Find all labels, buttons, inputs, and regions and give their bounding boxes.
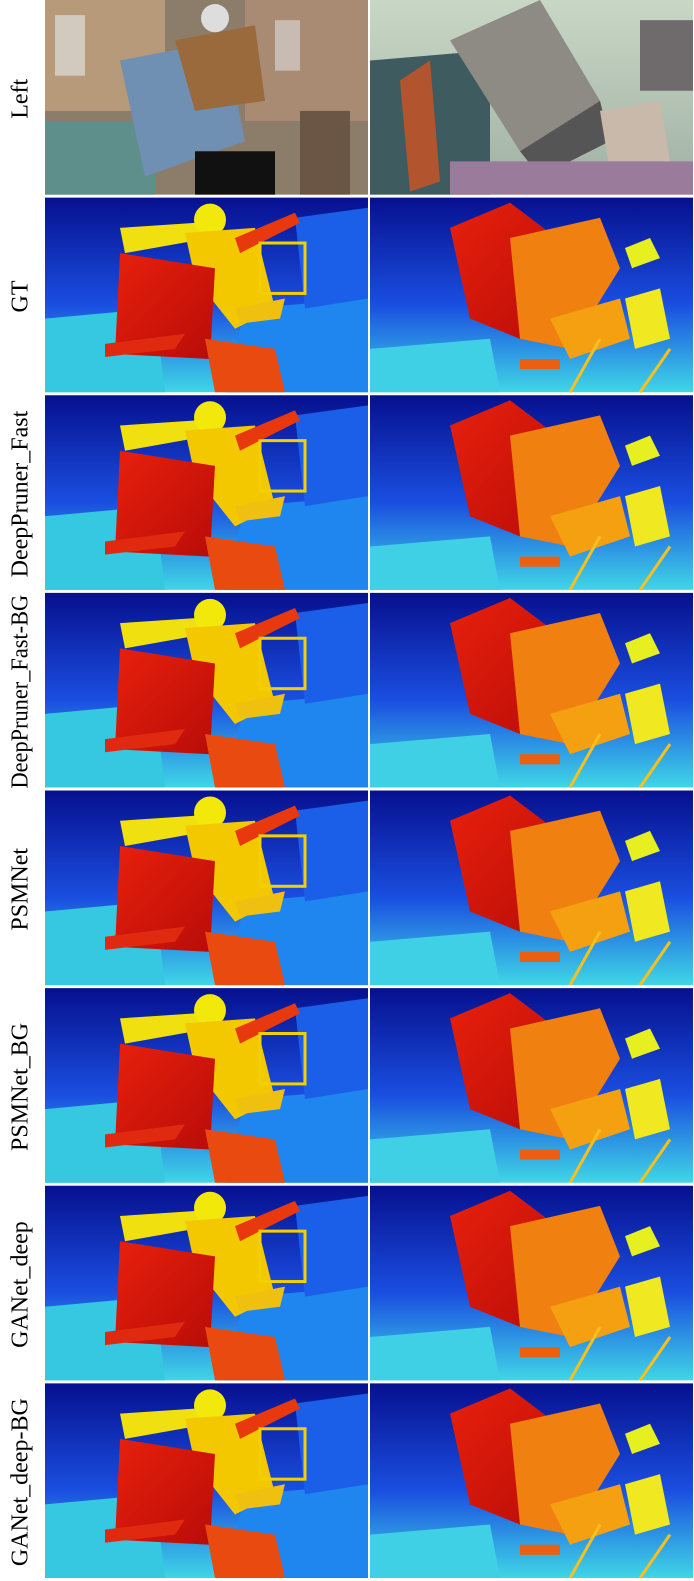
disparity-map: [43, 986, 370, 1185]
disparity-map: [368, 986, 694, 1185]
disparity-map: [43, 788, 370, 987]
row-label: GANet_deep-BG: [8, 1398, 34, 1566]
row-label: PSMNet_BG: [8, 1023, 34, 1151]
row-label: DeepPruner_Fast: [8, 410, 34, 577]
disparity-map: [368, 196, 694, 394]
disparity-map: [368, 393, 694, 592]
row-label: Left: [8, 79, 34, 119]
disparity-map: [43, 1381, 370, 1580]
row-label: GT: [8, 280, 34, 312]
row-label: DeepPruner_Fast-BG: [8, 595, 34, 789]
disparity-map: [43, 1184, 370, 1382]
disparity-map: [368, 1184, 694, 1382]
disparity-map: [43, 393, 370, 592]
row-label: PSMNet: [8, 848, 34, 931]
disparity-map: [368, 788, 694, 987]
disparity-map: [43, 196, 370, 394]
row-label: GANet_deep: [8, 1221, 34, 1348]
image-grid: [43, 0, 694, 1580]
row-labels: Left GT DeepPruner_Fast DeepPruner_Fast-BG P…: [8, 79, 34, 1567]
input-image: [45, 0, 368, 195]
disparity-map: [368, 591, 694, 790]
input-image: [370, 0, 693, 195]
disparity-map: [368, 1381, 694, 1580]
disparity-map: [43, 591, 370, 790]
